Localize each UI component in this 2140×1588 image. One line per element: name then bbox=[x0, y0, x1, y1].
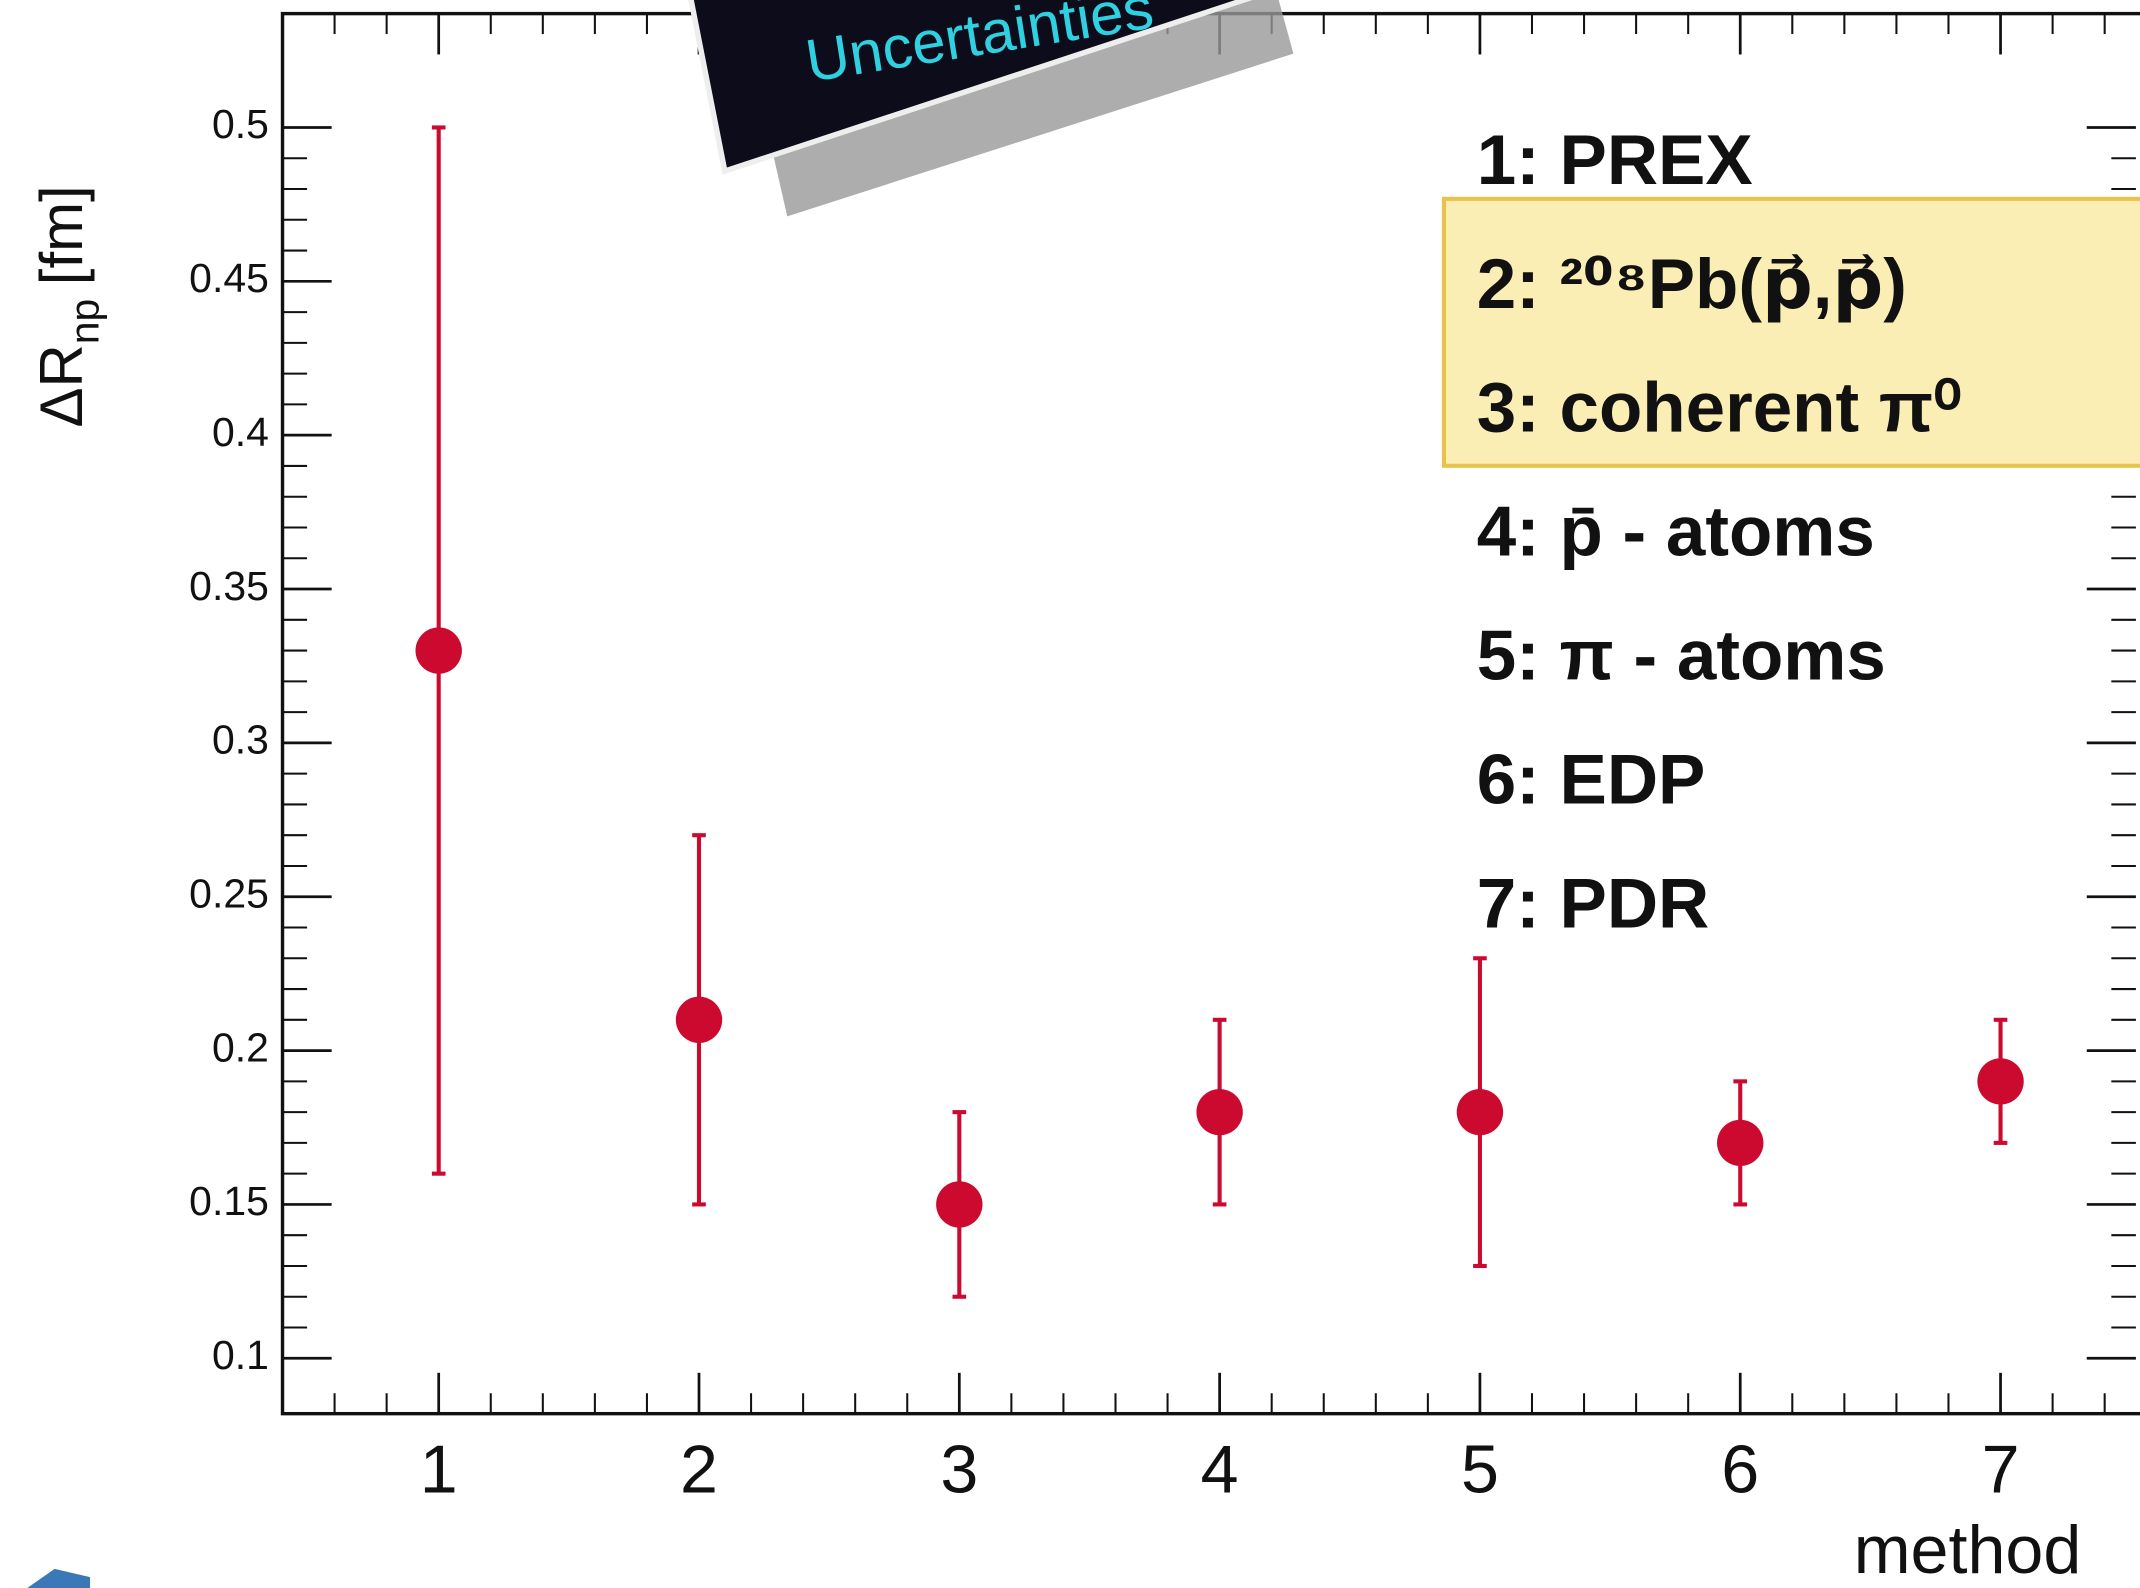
data-point bbox=[1456, 1088, 1504, 1136]
data-point bbox=[1196, 1088, 1243, 1136]
x-tick-label: 4 bbox=[1201, 1432, 1239, 1508]
y-axis-label: ΔRnp [fm] bbox=[28, 185, 107, 427]
y-tick-label: 0.15 bbox=[189, 1178, 269, 1224]
y-label-unit: [fm] bbox=[28, 185, 95, 285]
legend-entry: 6: EDP bbox=[1477, 741, 1706, 820]
y-tick-label: 0.1 bbox=[212, 1332, 269, 1378]
chart-body: 0.1 0.15 0.2 0.25 0.3 0.35 0.4 0.45 0.5 1 2 3 4 5 6 7 1:… bbox=[189, 0, 2140, 1508]
sticker-shadow bbox=[764, 0, 1294, 217]
sticker: Uncertainties bbox=[686, 0, 1294, 217]
y-tick-label: 0.2 bbox=[212, 1024, 269, 1070]
y-tick-label: 0.3 bbox=[212, 717, 269, 763]
data-point bbox=[675, 996, 723, 1043]
x-tick-label: 1 bbox=[420, 1432, 458, 1508]
x-tick-label: 5 bbox=[1461, 1432, 1499, 1508]
y-tick-label: 0.4 bbox=[212, 409, 269, 455]
legend-entry: 2: ²⁰⁸Pb(p⃗,p⃗) bbox=[1477, 245, 1907, 324]
x-axis-label: method bbox=[1854, 1512, 2082, 1588]
x-tick-label: 7 bbox=[1982, 1432, 2020, 1508]
x-tick-label: 2 bbox=[680, 1432, 718, 1508]
legend-entry: 7: PDR bbox=[1477, 865, 1710, 944]
y-label-sub: np bbox=[61, 299, 107, 344]
y-tick-label: 0.35 bbox=[189, 563, 269, 609]
legend-entry: 3: coherent π⁰ bbox=[1477, 369, 1962, 448]
x-tick-label: 3 bbox=[940, 1432, 978, 1508]
y-tick-label: 0.25 bbox=[189, 871, 269, 917]
legend-entry: 5: π - atoms bbox=[1477, 617, 1886, 696]
legend-entry: 1: PREX bbox=[1477, 121, 1753, 200]
logo bbox=[27, 1568, 91, 1588]
data-point bbox=[1977, 1058, 2024, 1105]
sticker-paper bbox=[686, 0, 1251, 175]
x-tick-label: 6 bbox=[1721, 1432, 1759, 1508]
legend-highlight bbox=[1441, 196, 2140, 468]
legend-entry: 4: p̄ - atoms bbox=[1477, 493, 1875, 572]
y-label-main: ΔR bbox=[28, 344, 95, 427]
y-tick-label: 0.45 bbox=[189, 255, 269, 301]
data-point bbox=[936, 1181, 983, 1228]
data-point bbox=[415, 627, 462, 674]
y-tick-label: 0.5 bbox=[212, 101, 269, 147]
data-point bbox=[1717, 1119, 1764, 1167]
